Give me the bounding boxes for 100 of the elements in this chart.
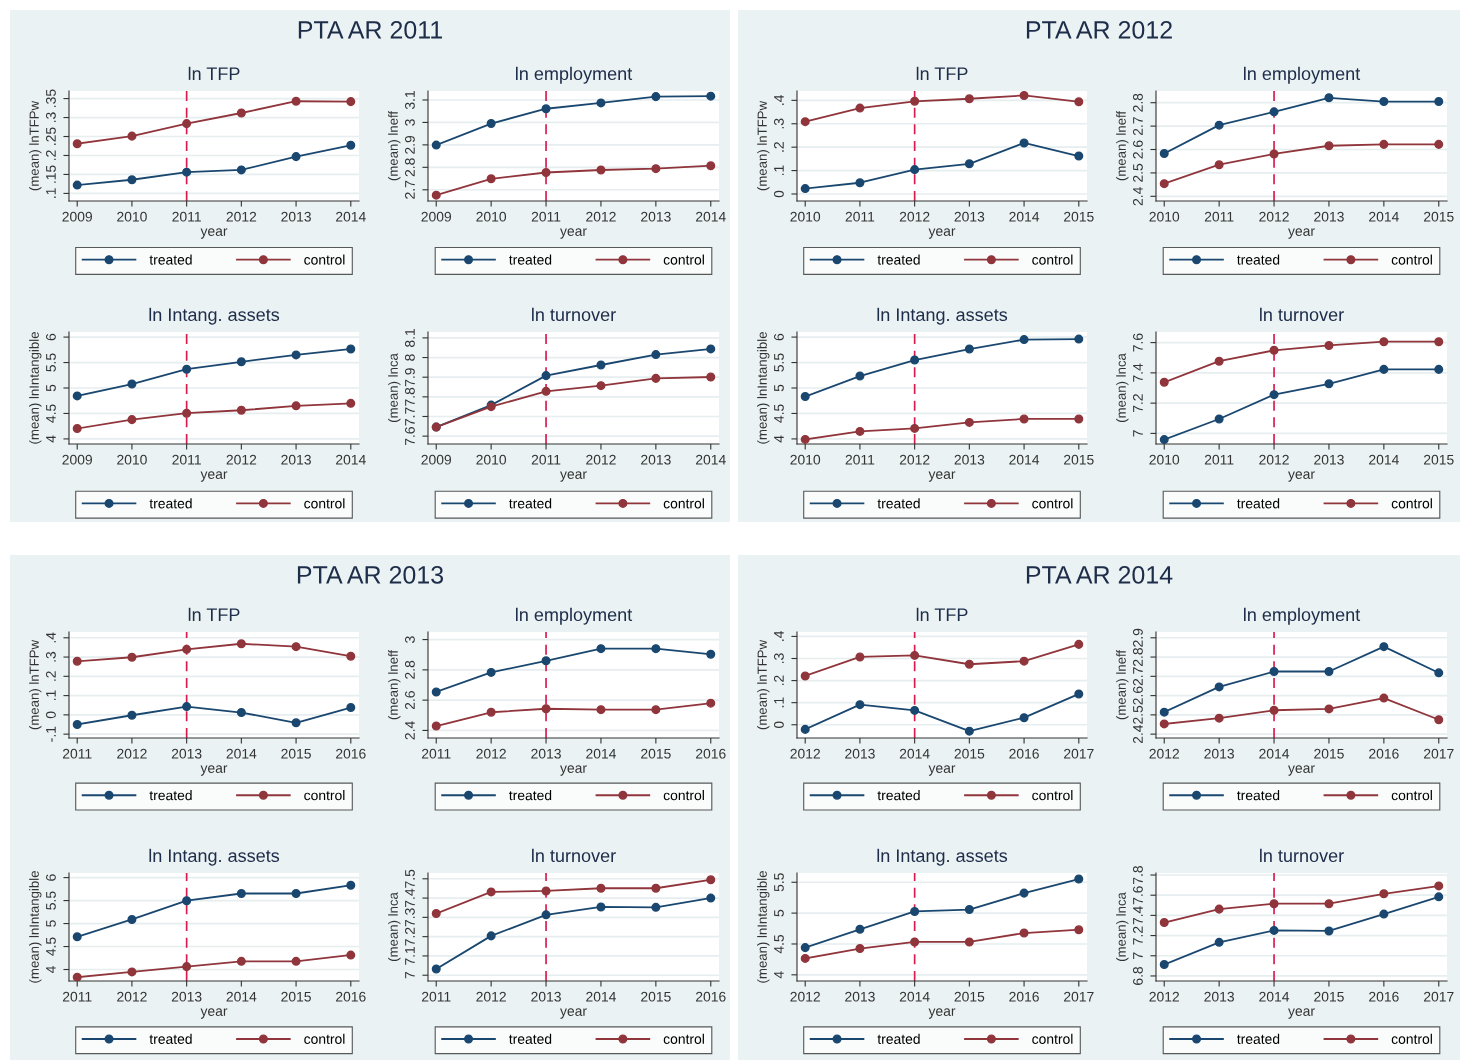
point — [1324, 340, 1334, 350]
point — [800, 724, 810, 734]
point — [486, 887, 496, 897]
x-tick-label: 2015 — [1064, 454, 1094, 465]
point — [182, 364, 192, 374]
point — [236, 357, 246, 367]
y-tick-label: 6.8 — [1133, 966, 1143, 985]
y-tick-label: .1 — [46, 188, 56, 198]
chart-title: ln employment — [1244, 607, 1361, 625]
point — [855, 652, 865, 662]
y-tick-label: -.1 — [46, 726, 56, 742]
point — [800, 434, 810, 444]
point — [1434, 364, 1444, 374]
text: PTA AR 2014 — [1026, 566, 1173, 584]
y-tick-label: 4 — [774, 435, 784, 443]
point — [1214, 937, 1224, 947]
x-tick-label: 2013 — [845, 748, 875, 759]
point — [651, 373, 661, 383]
x-tick-label: 2012 — [476, 991, 506, 1002]
y-tick-label: 7.1 — [405, 946, 415, 965]
point — [1214, 414, 1224, 424]
point — [706, 344, 716, 354]
y-tick-label: .4 — [774, 631, 784, 641]
chart-title: ln TFP — [916, 607, 968, 621]
point — [1159, 707, 1169, 717]
point — [486, 174, 496, 184]
point — [346, 950, 356, 960]
point — [182, 119, 192, 129]
x-tick-label: 2015 — [954, 991, 985, 1002]
y-tick-label: 7.6 — [1133, 333, 1143, 352]
x-tick-label: 2014 — [1259, 748, 1290, 759]
point — [72, 932, 82, 942]
y-tick-label: 7 — [1133, 952, 1143, 959]
point — [651, 350, 661, 360]
point — [1074, 414, 1084, 424]
point — [182, 644, 192, 654]
y-tick-label: 7.6 — [405, 427, 415, 446]
x-tick-label: 2013 — [1204, 991, 1234, 1002]
point — [1269, 107, 1279, 117]
x-axis-title: year — [200, 228, 228, 239]
x-tick-label: 2010 — [476, 454, 507, 465]
point — [855, 178, 865, 188]
point — [800, 953, 810, 963]
x-tick-label: 2015 — [1314, 991, 1344, 1002]
x-tick-label: 2013 — [1204, 748, 1234, 759]
legend-label: control — [1032, 790, 1073, 801]
y-tick-label: 5.5 — [774, 873, 784, 892]
x-tick-label: 2017 — [1424, 991, 1454, 1002]
point — [1324, 704, 1334, 714]
y-tick-label: 4.5 — [46, 937, 56, 956]
legend-label: control — [1391, 254, 1432, 265]
point — [1324, 899, 1334, 909]
y-tick-label: 7.4 — [405, 888, 415, 908]
y-axis-title: (mean) lneff — [1116, 649, 1129, 720]
x-tick-label: 2012 — [476, 748, 506, 759]
point — [651, 902, 661, 912]
point — [1074, 874, 1084, 884]
x-tick-label: 2011 — [1204, 211, 1234, 222]
point — [486, 119, 496, 129]
point — [541, 886, 551, 896]
point — [1159, 719, 1169, 729]
x-tick-label: 2016 — [336, 991, 366, 1002]
x-tick-label: 2014 — [1009, 454, 1040, 465]
point — [964, 905, 974, 915]
point — [964, 344, 974, 354]
x-tick-label: 2010 — [790, 211, 821, 222]
x-tick-label: 2014 — [226, 748, 257, 759]
legend-label: treated — [149, 790, 192, 801]
x-tick-label: 2010 — [1149, 211, 1180, 222]
y-tick-label: 2.5 — [1133, 705, 1143, 724]
y-tick-label: 7.2 — [405, 927, 415, 946]
legend-label: treated — [149, 254, 192, 265]
point — [236, 888, 246, 899]
x-tick-label: 2012 — [586, 211, 616, 222]
point — [596, 902, 606, 912]
legend-label: control — [304, 254, 345, 265]
legend-label: treated — [509, 1033, 552, 1044]
y-tick-label: 7.3 — [405, 908, 415, 927]
legend-label: treated — [877, 1033, 920, 1044]
y-tick-label: 7.6 — [1133, 886, 1143, 905]
point — [541, 104, 551, 114]
x-tick-label: 2015 — [954, 748, 985, 759]
x-tick-label: 2012 — [1259, 211, 1289, 222]
point — [236, 165, 246, 175]
y-axis-title: (mean) lnIntangible — [29, 332, 42, 444]
point — [1214, 356, 1224, 366]
point — [346, 651, 356, 661]
x-tick-label: 2016 — [696, 991, 726, 1002]
x-tick-label: 2014 — [586, 991, 616, 1002]
x-tick-label: 2011 — [172, 454, 201, 465]
y-tick-label: 5 — [46, 384, 56, 392]
point — [1434, 881, 1444, 891]
point — [1019, 888, 1029, 898]
y-tick-label: .2 — [774, 675, 784, 686]
point — [1074, 334, 1084, 344]
x-tick-label: 2012 — [226, 211, 257, 222]
y-tick-label: 2.8 — [1133, 93, 1143, 112]
point — [706, 875, 716, 885]
x-tick-label: 2010 — [1149, 454, 1180, 465]
y-tick-label: 0 — [774, 721, 784, 729]
